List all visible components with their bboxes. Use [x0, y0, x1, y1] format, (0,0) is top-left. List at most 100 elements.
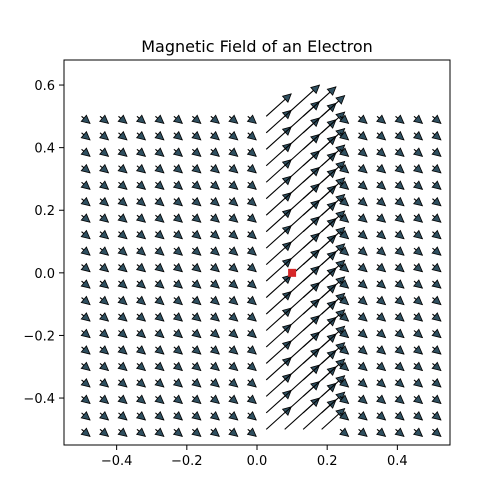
field-arrow	[99, 312, 110, 322]
field-arrow	[431, 345, 442, 355]
y-tick-label: −0.4	[23, 392, 55, 407]
field-arrow	[209, 345, 220, 355]
field-arrow	[191, 114, 202, 124]
field-arrow	[376, 229, 387, 240]
field-arrow	[191, 312, 202, 322]
field-arrow	[246, 262, 257, 273]
field-arrow	[154, 394, 165, 405]
field-arrow	[357, 180, 368, 190]
field-arrow	[394, 361, 405, 372]
field-arrow	[99, 246, 110, 256]
field-arrow	[135, 378, 147, 388]
plot-background	[64, 60, 450, 445]
field-arrow	[80, 410, 91, 421]
field-arrow	[135, 279, 147, 289]
field-arrow	[228, 180, 239, 190]
field-arrow	[172, 279, 184, 289]
field-arrow	[80, 427, 91, 437]
field-arrow	[228, 295, 239, 306]
field-arrow	[246, 196, 257, 207]
field-arrow	[209, 295, 220, 306]
field-arrow	[135, 229, 147, 240]
field-arrow	[117, 229, 128, 240]
field-arrow	[117, 378, 128, 388]
field-arrow	[209, 378, 220, 388]
field-arrow	[246, 394, 257, 405]
field-arrow	[228, 378, 239, 388]
field-arrow	[117, 410, 128, 421]
field-arrow	[246, 163, 257, 174]
field-arrow	[394, 213, 405, 223]
field-arrow	[339, 196, 350, 207]
field-arrow	[339, 345, 350, 355]
field-arrow	[191, 328, 202, 339]
field-arrow	[339, 246, 350, 256]
field-arrow	[412, 427, 424, 437]
field-arrow	[209, 279, 220, 289]
field-arrow	[412, 378, 424, 388]
field-arrow	[80, 312, 91, 322]
field-arrow	[154, 295, 165, 306]
field-arrow	[172, 196, 184, 207]
field-arrow	[431, 279, 442, 289]
field-arrow	[135, 147, 147, 157]
field-arrow	[431, 163, 442, 174]
field-arrow	[412, 130, 424, 141]
field-arrow	[321, 95, 346, 117]
field-arrow	[412, 147, 424, 157]
field-arrow	[412, 312, 424, 322]
field-arrow	[191, 229, 202, 240]
field-arrow	[135, 196, 147, 207]
field-arrow	[357, 213, 368, 223]
field-arrow	[80, 180, 91, 190]
field-arrow	[209, 361, 220, 372]
field-arrow	[228, 279, 239, 289]
field-arrow	[191, 378, 202, 388]
field-arrow	[339, 312, 350, 322]
field-arrow	[172, 361, 184, 372]
field-arrow	[376, 213, 387, 223]
field-arrow	[376, 427, 387, 437]
field-arrow	[339, 378, 350, 388]
field-arrow	[339, 394, 350, 405]
field-arrow	[394, 328, 405, 339]
field-arrow	[154, 229, 165, 240]
field-arrow	[154, 328, 165, 339]
field-arrow	[246, 180, 257, 190]
field-arrow	[339, 213, 350, 223]
field-arrow	[99, 130, 110, 141]
field-arrow	[357, 130, 368, 141]
field-arrow	[228, 130, 239, 141]
field-arrow	[117, 180, 128, 190]
field-arrow	[154, 378, 165, 388]
field-arrow	[172, 262, 184, 273]
field-arrow	[357, 410, 368, 421]
field-arrow	[80, 378, 91, 388]
field-arrow	[191, 279, 202, 289]
field-arrow	[80, 196, 91, 207]
field-arrow	[80, 229, 91, 240]
x-tick-label: 0.0	[247, 454, 268, 469]
field-arrow	[172, 180, 184, 190]
field-arrow	[135, 345, 147, 355]
field-arrow	[80, 213, 91, 223]
field-arrow	[99, 328, 110, 339]
field-arrow	[209, 410, 220, 421]
field-arrow	[394, 427, 405, 437]
electron-marker	[288, 268, 297, 277]
x-tick-label: −0.2	[171, 454, 203, 469]
field-arrow	[228, 427, 239, 437]
field-arrow	[191, 394, 202, 405]
field-arrow	[228, 345, 239, 355]
field-arrow	[80, 147, 91, 157]
field-arrow	[99, 213, 110, 223]
field-arrow	[117, 427, 128, 437]
field-arrow	[431, 295, 442, 306]
field-arrow	[117, 361, 128, 372]
field-arrow	[357, 196, 368, 207]
field-arrow	[376, 394, 387, 405]
field-arrow	[209, 130, 220, 141]
field-arrow	[339, 410, 350, 421]
field-arrow	[117, 262, 128, 273]
